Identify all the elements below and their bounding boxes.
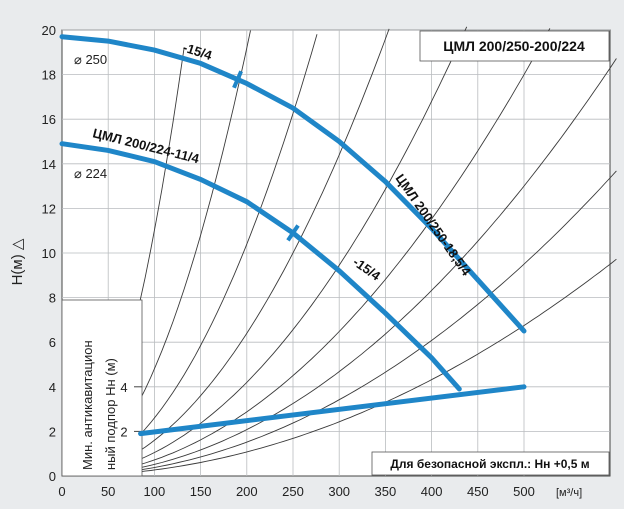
safety-note: Для безопасной экспл.: Hн +0,5 м (390, 457, 589, 471)
x-tick-label: 250 (282, 484, 304, 499)
head-curve-2 (59, 141, 462, 392)
npsh-axis-label: Мин. антикавитацион ный подпор Hн (м) (80, 340, 118, 470)
title-box (419, 30, 610, 62)
npsh-axis-label-line2: ный подпор Hн (м) (103, 358, 118, 470)
npsh-tick-label: 2 (120, 424, 127, 439)
npsh-line (138, 384, 527, 437)
x-unit-label: [м³/ч] (556, 487, 582, 499)
x-tick-label: 200 (236, 484, 258, 499)
head-curve-1 (59, 34, 527, 334)
y-tick-label: 16 (42, 112, 56, 127)
y-tick-label: 18 (42, 68, 56, 83)
head-curves (59, 34, 527, 392)
x-tick-label: 350 (375, 484, 397, 499)
system-curve (62, 58, 617, 477)
x-tick-label: 300 (328, 484, 350, 499)
y-tick-label: 4 (49, 380, 56, 395)
npsh-box (61, 299, 143, 477)
diameter-label-250: ⌀ 250 (74, 52, 107, 67)
chart-title: ЦМЛ 200/250-200/224 (443, 38, 585, 54)
y-tick-label: 12 (42, 201, 56, 216)
x-tick-label: 150 (190, 484, 212, 499)
y-tick-label: 0 (49, 469, 56, 484)
x-tick-label: 450 (467, 484, 489, 499)
x-tick-label: 400 (421, 484, 443, 499)
y-tick-label: 20 (42, 23, 56, 38)
npsh-axis-label-line1: Мин. антикавитацион (80, 340, 95, 470)
note-box (371, 451, 610, 476)
system-curve (62, 258, 617, 477)
y-tick-label: 10 (42, 246, 56, 261)
impeller-marker (232, 70, 243, 89)
y-axis-label: H(м) △ (9, 238, 26, 285)
x-tick-label: 500 (513, 484, 535, 499)
system-curve (61, 28, 551, 477)
y-tick-label: 14 (42, 157, 56, 172)
npsh-tick-label: 4 (120, 380, 127, 395)
x-tick-label: 100 (144, 484, 166, 499)
x-tick-label: 0 (58, 484, 65, 499)
y-tick-labels: 0 2 4 6 8 10 12 14 16 18 20 (42, 23, 56, 484)
npsh-curve (138, 384, 527, 437)
y-tick-label: 2 (49, 424, 56, 439)
x-tick-label: 50 (101, 484, 115, 499)
x-tick-labels: 0 50 100 150 200 250 300 350 400 450 500 (58, 484, 534, 499)
impeller-marker (286, 224, 300, 242)
diameter-label-224: ⌀ 224 (74, 166, 107, 181)
y-tick-label: 8 (49, 291, 56, 306)
system-curve (62, 170, 617, 477)
y-tick-label: 6 (49, 335, 56, 350)
